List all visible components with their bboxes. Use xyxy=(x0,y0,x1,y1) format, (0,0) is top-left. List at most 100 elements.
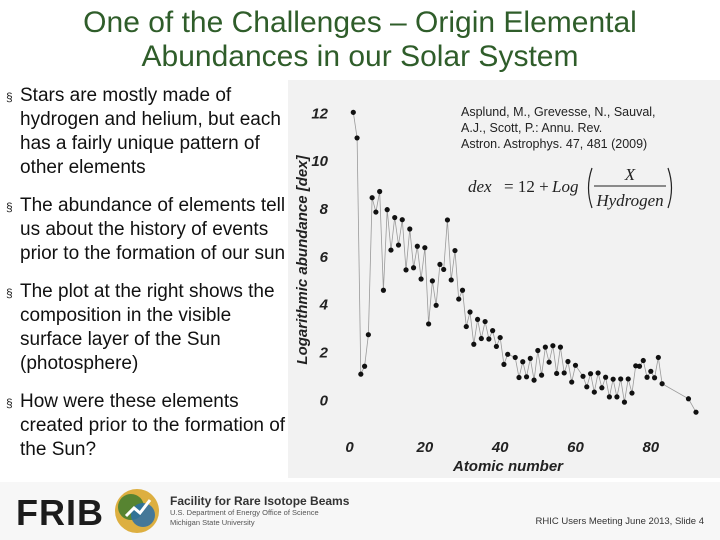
data-point xyxy=(358,371,364,377)
data-point xyxy=(373,209,379,215)
data-point xyxy=(550,343,556,349)
formula-paren-right xyxy=(667,167,673,209)
y-tick-label: 8 xyxy=(320,201,329,218)
data-point xyxy=(512,354,518,361)
x-tick-label: 60 xyxy=(567,439,584,456)
data-point xyxy=(441,266,447,273)
data-point xyxy=(523,374,530,380)
bullet-text: Stars are mostly made of hydrogen and he… xyxy=(20,85,281,178)
citation-line: A.J., Scott, P.: Annu. Rev. xyxy=(461,121,602,135)
plot-background xyxy=(288,80,720,478)
data-point xyxy=(486,336,492,342)
formula-numerator: X xyxy=(624,165,636,184)
data-point xyxy=(621,399,628,405)
data-point xyxy=(569,379,575,385)
data-point xyxy=(380,287,387,293)
bullet-mark: § xyxy=(6,90,13,104)
data-point xyxy=(407,226,413,232)
data-point xyxy=(587,371,594,377)
data-point xyxy=(467,309,473,315)
data-point xyxy=(418,276,424,282)
data-point xyxy=(606,394,612,400)
data-point xyxy=(471,341,477,347)
y-axis-label: Logarithmic abundance [dex] xyxy=(294,154,311,364)
slide-title: One of the Challenges – Origin Elemental… xyxy=(0,6,720,74)
facility-name: Facility for Rare Isotope Beams xyxy=(170,494,350,508)
data-point xyxy=(392,214,398,221)
data-point xyxy=(350,109,356,115)
data-point xyxy=(538,372,545,378)
data-point xyxy=(490,328,496,334)
slide-title-line2: Abundances in our Solar System xyxy=(141,40,579,73)
y-tick-label: 4 xyxy=(319,297,329,314)
data-point xyxy=(444,217,451,223)
data-point xyxy=(618,376,624,382)
slide-info: RHIC Users Meeting June 2013, Slide 4 xyxy=(535,516,704,527)
data-point xyxy=(527,355,533,361)
data-point xyxy=(520,359,526,365)
bullet-item: § The plot at the right shows the compos… xyxy=(4,280,286,376)
y-tick-label: 6 xyxy=(320,249,329,266)
data-point xyxy=(542,344,548,350)
citation-line: Astron. Astrophys. 47, 481 (2009) xyxy=(461,137,647,151)
x-tick-label: 80 xyxy=(642,439,659,456)
data-point xyxy=(591,389,597,395)
data-point xyxy=(603,374,609,380)
formula-paren-left xyxy=(587,167,593,209)
y-tick-label: 10 xyxy=(311,153,328,170)
frib-logo-text: FRIB xyxy=(16,492,104,533)
data-point xyxy=(463,323,469,330)
footer-bar xyxy=(0,482,720,540)
data-point xyxy=(399,217,405,223)
data-point xyxy=(565,358,571,365)
data-point xyxy=(640,357,646,364)
bullet-mark: § xyxy=(6,286,13,300)
data-point xyxy=(410,265,417,271)
x-tick-label: 0 xyxy=(345,439,354,456)
data-point xyxy=(572,362,579,368)
data-point xyxy=(584,384,590,390)
data-point xyxy=(644,374,650,380)
y-tick-label: 2 xyxy=(319,344,329,361)
frib-logo-icon xyxy=(115,489,159,533)
data-point xyxy=(599,385,605,391)
y-tick-label: 12 xyxy=(311,105,328,122)
x-tick-label: 40 xyxy=(491,439,509,456)
data-point xyxy=(365,332,371,338)
data-point xyxy=(516,374,522,381)
x-tick-label: 20 xyxy=(416,439,434,456)
data-point xyxy=(422,245,428,251)
data-point xyxy=(651,375,658,381)
facility-name-block: Facility for Rare Isotope Beams U.S. Dep… xyxy=(170,494,349,528)
data-point xyxy=(561,370,567,376)
facility-university: Michigan State University xyxy=(170,518,255,527)
data-point xyxy=(648,368,654,374)
data-point xyxy=(501,361,507,367)
data-point xyxy=(377,188,383,195)
data-point xyxy=(595,370,601,376)
data-point xyxy=(414,243,420,249)
data-point xyxy=(636,363,643,369)
data-point xyxy=(557,344,564,350)
data-point xyxy=(546,359,552,365)
data-point xyxy=(693,409,699,415)
data-point xyxy=(554,370,560,377)
bullet-item: § The abundance of elements tell us abou… xyxy=(4,194,286,266)
data-point xyxy=(456,296,462,302)
slide-title-line1: One of the Challenges – Origin Elemental xyxy=(83,6,637,39)
data-point xyxy=(452,247,458,254)
data-point xyxy=(437,261,443,268)
data-point xyxy=(655,354,661,361)
data-point xyxy=(395,242,402,248)
data-point xyxy=(497,334,503,341)
data-point xyxy=(629,390,635,396)
data-point xyxy=(625,376,631,382)
data-point xyxy=(614,394,620,400)
data-point xyxy=(580,373,586,379)
data-point xyxy=(361,363,368,369)
formula-equals: = 12 + xyxy=(504,177,549,196)
bullet-mark: § xyxy=(6,200,13,214)
abundance-chart: 0 2 4 6 8 10 12 0 20 40 60 80 Atomic number Logarithm… xyxy=(294,105,699,475)
data-point xyxy=(493,343,500,350)
bullet-text: The plot at the right shows the composit… xyxy=(20,281,275,374)
